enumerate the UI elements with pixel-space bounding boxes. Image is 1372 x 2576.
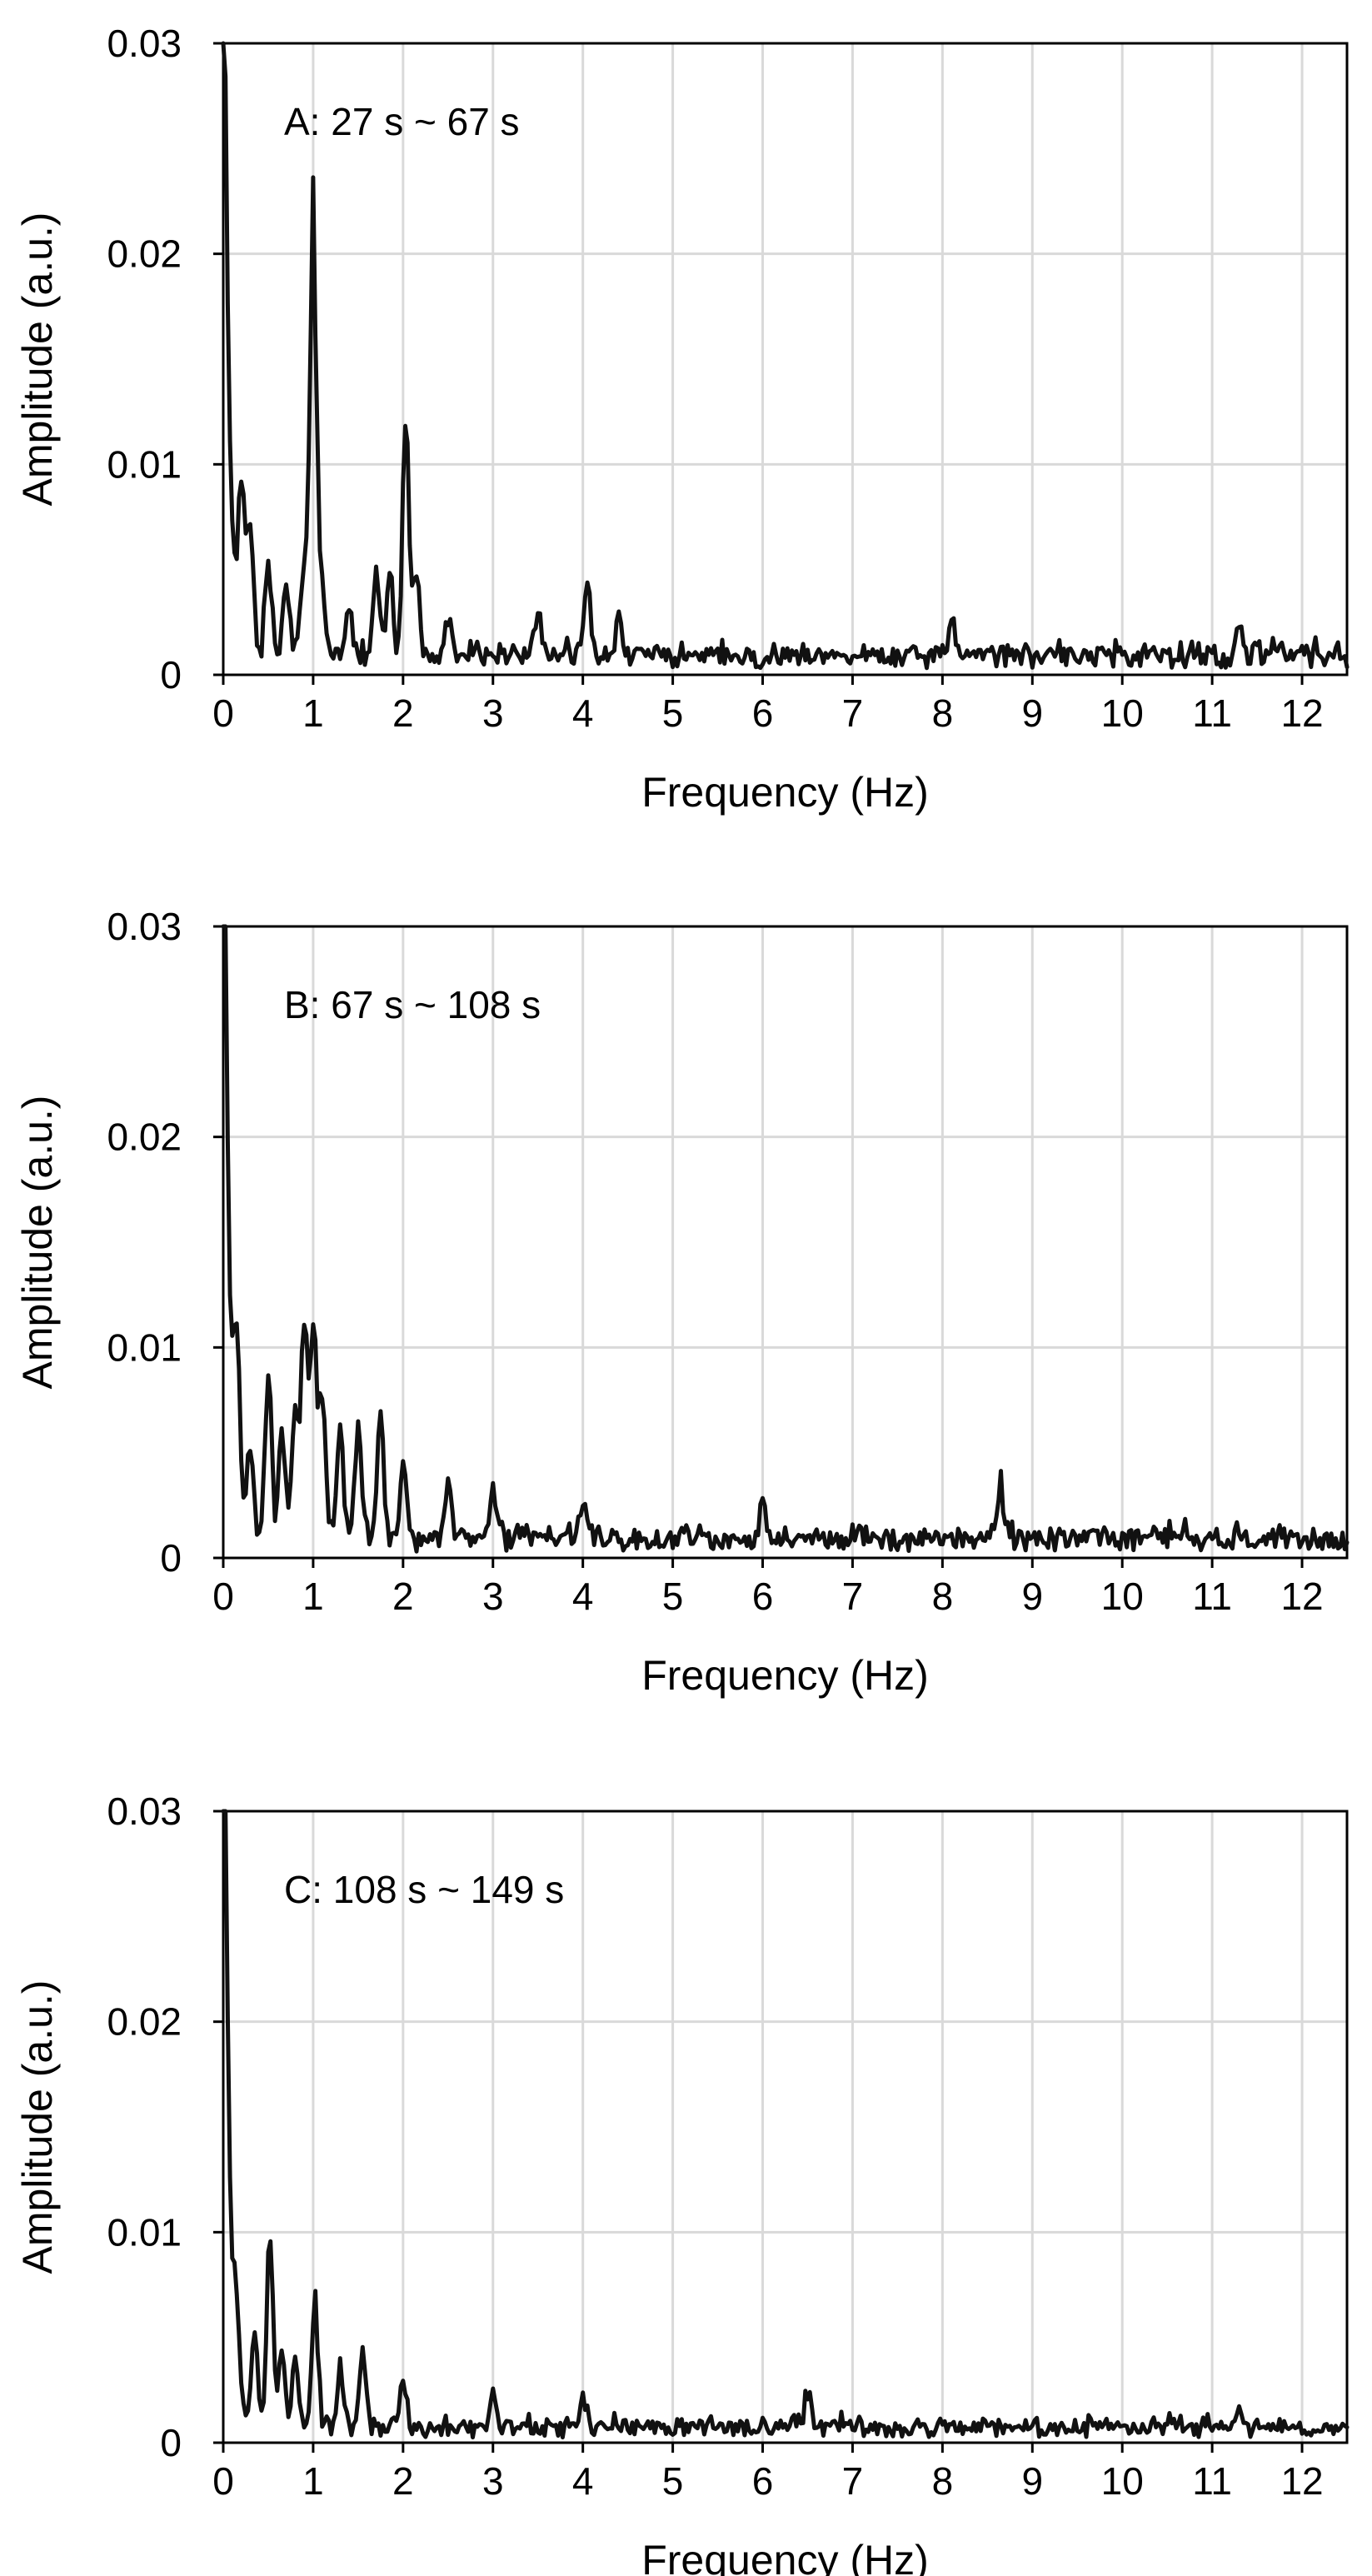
x-tick-label: 6 — [752, 2459, 774, 2503]
x-tick-label: 4 — [572, 1575, 594, 1618]
amplitude-spectrum-line — [221, 1809, 1350, 2439]
x-tick-label: 4 — [572, 691, 594, 735]
x-tick-label: 6 — [752, 691, 774, 735]
x-tick-label: 7 — [842, 691, 864, 735]
x-tick-label: 7 — [842, 2459, 864, 2503]
y-tick-label: 0.02 — [107, 232, 182, 276]
y-axis-title: Amplitude (a.u.) — [14, 1096, 61, 1390]
x-tick-label: 1 — [302, 1575, 324, 1618]
y-tick-label: 0.01 — [107, 1325, 182, 1369]
x-tick-label: 0 — [212, 691, 234, 735]
plot-area — [222, 1810, 1349, 2444]
x-axis-title: Frequency (Hz) — [641, 2537, 929, 2576]
x-tick-label: 4 — [572, 2459, 594, 2503]
x-tick-label: 5 — [662, 2459, 684, 2503]
y-tick-label: 0 — [160, 2421, 182, 2464]
amplitude-spectrum-line — [221, 41, 1350, 671]
x-tick-label: 6 — [752, 1575, 774, 1618]
x-tick-label: 9 — [1021, 2459, 1043, 2503]
x-tick-label: 8 — [932, 2459, 954, 2503]
x-tick-label: 8 — [932, 691, 954, 735]
x-tick-label: 5 — [662, 1575, 684, 1618]
y-tick-label: 0.02 — [107, 1116, 182, 1159]
y-tick-label: 0 — [160, 653, 182, 696]
x-axis-title: Frequency (Hz) — [641, 769, 929, 816]
y-axis-title: Amplitude (a.u.) — [14, 212, 61, 507]
y-tick-label: 0.03 — [107, 1790, 182, 1833]
x-tick-label: 10 — [1101, 2459, 1144, 2503]
amplitude-spectrum-line — [221, 924, 1350, 1554]
plot-area — [222, 42, 1349, 676]
y-tick-label: 0.02 — [107, 2000, 182, 2044]
x-tick-label: 0 — [212, 1575, 234, 1618]
x-tick-label: 3 — [482, 2459, 504, 2503]
y-axis-title: Amplitude (a.u.) — [14, 1980, 61, 2274]
x-tick-label: 3 — [482, 691, 504, 735]
x-tick-label: 11 — [1192, 691, 1232, 735]
x-tick-label: 0 — [212, 2459, 234, 2503]
x-tick-label: 7 — [842, 1575, 864, 1618]
x-tick-label: 9 — [1021, 691, 1043, 735]
x-tick-label: 12 — [1280, 1575, 1323, 1618]
y-tick-label: 0.03 — [107, 905, 182, 948]
y-tick-label: 0.03 — [107, 22, 182, 65]
x-tick-label: 8 — [932, 1575, 954, 1618]
y-tick-label: 0 — [160, 1536, 182, 1580]
x-tick-label: 2 — [392, 1575, 414, 1618]
x-tick-label: 11 — [1192, 1575, 1232, 1618]
y-tick-label: 0.01 — [107, 2210, 182, 2254]
panel-annotation: A: 27 s ~ 67 s — [284, 100, 520, 143]
x-tick-label: 12 — [1280, 2459, 1323, 2503]
x-tick-label: 2 — [392, 691, 414, 735]
x-tick-label: 1 — [302, 2459, 324, 2503]
x-tick-label: 9 — [1021, 1575, 1043, 1618]
x-tick-label: 5 — [662, 691, 684, 735]
x-tick-label: 11 — [1192, 2459, 1232, 2503]
y-tick-label: 0.01 — [107, 442, 182, 486]
plot-area — [222, 925, 1349, 1560]
x-tick-label: 1 — [302, 691, 324, 735]
x-tick-label: 10 — [1101, 1575, 1144, 1618]
x-axis-title: Frequency (Hz) — [641, 1652, 929, 1699]
panel-annotation: B: 67 s ~ 108 s — [284, 983, 541, 1026]
panel-annotation: C: 108 s ~ 149 s — [284, 1868, 564, 1911]
x-tick-label: 2 — [392, 2459, 414, 2503]
x-tick-label: 3 — [482, 1575, 504, 1618]
x-tick-label: 10 — [1101, 691, 1144, 735]
x-tick-label: 12 — [1280, 691, 1323, 735]
